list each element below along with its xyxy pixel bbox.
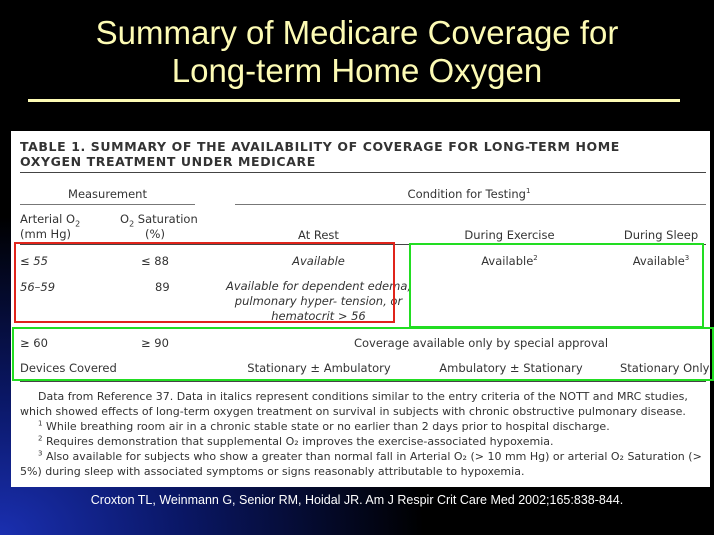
col-arterial-header: Arterial O2	[20, 212, 81, 229]
col-during-exercise: During Exercise	[464, 228, 555, 242]
col-at-rest: At Rest	[298, 228, 339, 242]
col-during-sleep: During Sleep	[623, 228, 699, 242]
footnote-2-text: Requires demonstration that supplemental…	[42, 435, 554, 448]
condition-group-header: Condition for Testing1	[235, 187, 703, 201]
arterial-header-sub: 2	[75, 219, 81, 229]
footnote-1-mark: 1	[38, 419, 43, 428]
footnotes: Data from Reference 37. Data in italics …	[20, 389, 708, 479]
footnote-3-text: Also available for subjects who show a g…	[20, 450, 702, 478]
title-divider	[28, 99, 680, 102]
footnote-intro: Data from Reference 37. Data in italics …	[20, 390, 688, 418]
col-saturation-header: O2 Saturation	[120, 212, 198, 229]
row1-saturation: ≤ 88	[141, 254, 169, 268]
saturation-header-sub: 2	[129, 219, 135, 229]
red-highlight-box	[14, 242, 395, 323]
row1-exercise: Available2	[441, 254, 578, 268]
row3-arterial: ≥ 60	[20, 336, 48, 350]
header-bottom-rule	[20, 244, 706, 245]
footnote-2-mark: 2	[38, 434, 43, 443]
green-highlight-box-right	[409, 243, 704, 328]
row1-exercise-text: Available	[481, 254, 534, 268]
measurement-underline	[20, 204, 195, 205]
saturation-header-o: O	[120, 212, 130, 226]
slide-title-line2: Long-term Home Oxygen	[171, 52, 543, 89]
col-saturation-unit: (%)	[145, 227, 165, 241]
devices-label: Devices Covered	[20, 361, 117, 375]
row2-arterial: 56–59	[20, 280, 56, 294]
measurement-group-header: Measurement	[68, 187, 147, 201]
footnote-3-mark: 3	[38, 449, 43, 458]
footnote-1-text: While breathing room air in a chronic st…	[42, 420, 610, 433]
footnote-3: 3 Also available for subjects who show a…	[20, 449, 708, 479]
footnote-2: 2 Requires demonstration that supplement…	[20, 434, 708, 449]
slide-title-line1: Summary of Medicare Coverage for	[95, 14, 619, 51]
row3-saturation: ≥ 90	[141, 336, 169, 350]
row1-exercise-note: 2	[533, 254, 538, 263]
footnote-1: 1 While breathing room air in a chronic …	[20, 419, 708, 434]
devices-sleep: Stationary Only	[620, 361, 710, 375]
row1-sleep: Available3	[616, 254, 706, 268]
table-title: TABLE 1. SUMMARY OF THE AVAILABILITY OF …	[20, 139, 620, 169]
citation: Croxton TL, Weinmann G, Senior RM, Hoida…	[90, 493, 624, 507]
devices-exercise: Ambulatory ± Stationary	[439, 361, 583, 375]
condition-header-text: Condition for Testing	[407, 187, 526, 201]
condition-note-mark: 1	[525, 187, 531, 196]
slide-title: Summary of Medicare Coverage for Long-te…	[0, 14, 714, 90]
condition-underline	[235, 204, 706, 205]
row1-at-rest: Available	[292, 254, 345, 268]
arterial-header-text: Arterial O	[20, 212, 76, 226]
row1-sleep-text: Available	[632, 254, 685, 268]
col-arterial-unit: (mm Hg)	[20, 227, 71, 241]
row1-arterial: ≤ 55	[20, 254, 48, 268]
green-highlight-box-bottom	[12, 327, 714, 381]
row2-saturation: 89	[155, 280, 170, 294]
row2-at-rest: Available for dependent edema, pulmonary…	[225, 279, 412, 321]
table-bottom-rule	[20, 381, 706, 382]
table-panel: TABLE 1. SUMMARY OF THE AVAILABILITY OF …	[11, 131, 710, 487]
table-top-rule	[20, 172, 706, 173]
row3-special-approval: Coverage available only by special appro…	[353, 336, 609, 350]
row1-sleep-note: 3	[684, 254, 690, 263]
devices-at-rest: Stationary ± Ambulatory	[247, 361, 391, 375]
saturation-header-text: Saturation	[134, 212, 198, 226]
